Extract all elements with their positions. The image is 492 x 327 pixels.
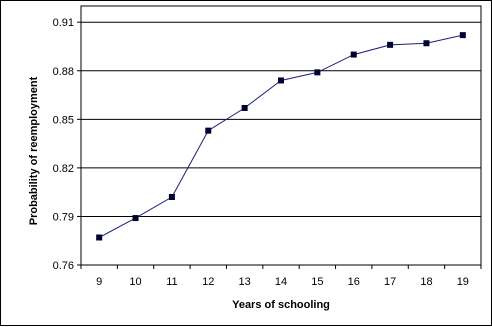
y-axis-ticks: 0.76 0.79 0.82 0.85 0.88 0.91 xyxy=(53,17,81,272)
x-tick-label: 12 xyxy=(202,276,214,288)
series-markers xyxy=(96,32,466,241)
x-tick-label: 11 xyxy=(166,276,177,288)
data-point-marker xyxy=(278,77,284,84)
data-point-marker xyxy=(350,51,357,58)
x-tick-label: 15 xyxy=(311,276,323,288)
data-point-marker xyxy=(132,215,139,222)
x-tick-label: 16 xyxy=(348,276,360,288)
x-tick-label: 14 xyxy=(275,276,287,288)
data-point-marker xyxy=(314,69,321,76)
data-point-marker xyxy=(387,41,394,48)
y-tick-label: 0.88 xyxy=(53,66,74,78)
data-point-marker xyxy=(459,32,466,39)
y-tick-label: 0.79 xyxy=(53,211,74,223)
data-point-marker xyxy=(205,127,212,134)
series-line xyxy=(98,34,463,238)
plot-area xyxy=(80,5,482,266)
x-tick-label: 18 xyxy=(420,276,432,288)
y-tick-label: 0.85 xyxy=(53,114,74,126)
data-point-marker xyxy=(423,40,430,47)
x-axis-ticks: 9 10 11 12 13 14 15 16 17 18 19 xyxy=(80,265,482,288)
data-point-marker xyxy=(96,234,103,241)
y-tick-label: 0.91 xyxy=(53,17,74,29)
x-tick-label: 10 xyxy=(129,276,141,288)
x-tick-label: 9 xyxy=(96,276,102,288)
x-axis-title: Years of schooling xyxy=(232,299,330,311)
x-tick-label: 13 xyxy=(239,276,251,288)
y-tick-label: 0.76 xyxy=(53,260,74,272)
x-tick-label: 17 xyxy=(384,276,396,288)
data-point-marker xyxy=(241,104,248,111)
grid-lines xyxy=(81,21,481,217)
y-axis-title: Probability of reemployment xyxy=(28,76,40,225)
x-tick-label: 19 xyxy=(457,276,469,288)
y-tick-label: 0.82 xyxy=(53,163,74,175)
data-point-marker xyxy=(168,194,175,201)
